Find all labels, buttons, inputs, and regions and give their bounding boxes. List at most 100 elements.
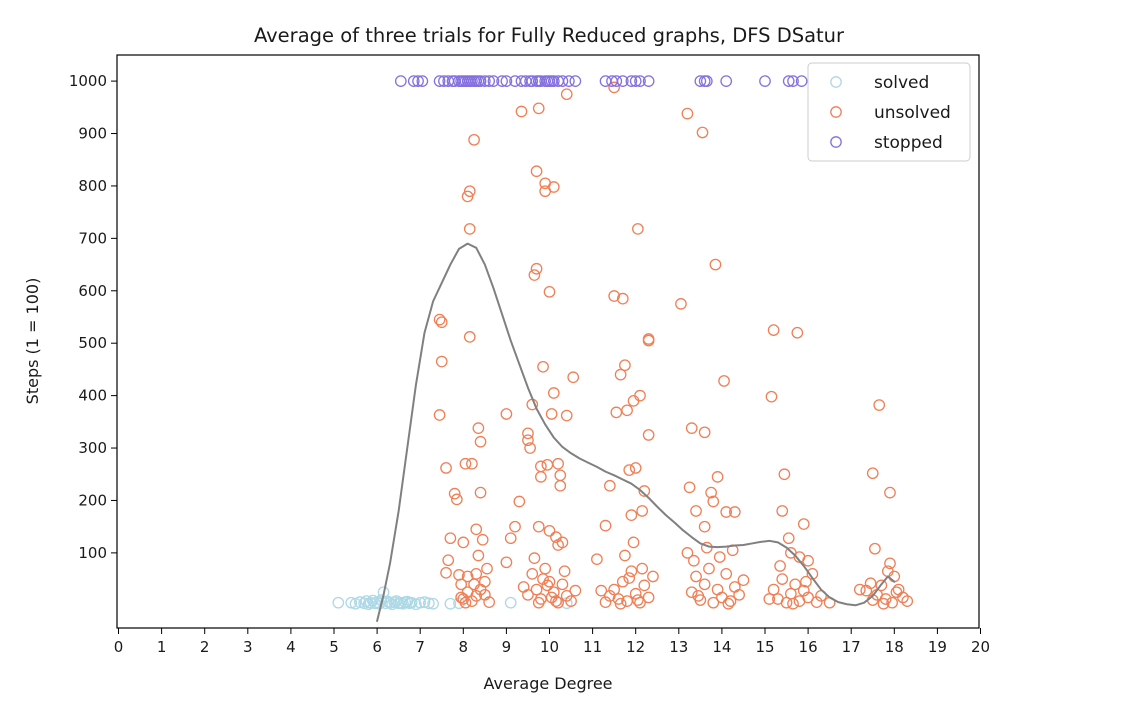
unsolved-point: [528, 269, 541, 281]
plot-area: [116, 54, 980, 629]
unsolved-point: [713, 551, 726, 563]
unsolved-point: [636, 562, 649, 575]
unsolved-point: [720, 506, 733, 518]
unsolved-point: [513, 495, 526, 508]
unsolved-point: [470, 590, 483, 602]
unsolved-point: [537, 573, 549, 585]
unsolved-point: [864, 577, 877, 590]
unsolved-point: [515, 105, 528, 118]
y-tick-label: 400: [78, 387, 107, 405]
stopped-point: [433, 75, 446, 87]
x-tick-label: 5: [329, 638, 339, 656]
unsolved-point: [599, 596, 612, 609]
unsolved-point: [603, 479, 616, 492]
unsolved-point: [688, 554, 700, 567]
stopped-point: [610, 75, 623, 87]
stopped-point: [547, 75, 560, 87]
unsolved-point: [614, 597, 627, 610]
unsolved-point: [763, 593, 776, 605]
unsolved-point: [478, 575, 491, 588]
unsolved-point: [873, 399, 886, 411]
solved-point: [332, 596, 345, 609]
unsolved-point: [853, 583, 866, 596]
unsolved-point: [435, 355, 448, 368]
unsolved-point: [642, 429, 655, 441]
stopped-point: [759, 75, 771, 87]
unsolved-point: [681, 547, 694, 559]
unsolved-point: [532, 596, 545, 609]
unsolved-point: [509, 520, 521, 533]
legend-marker-stopped: [830, 136, 842, 148]
unsolved-point: [884, 486, 896, 499]
solved-point: [504, 596, 517, 609]
stopped-point: [616, 75, 629, 87]
unsolved-point: [450, 493, 463, 506]
unsolved-point: [608, 290, 621, 302]
x-tick-label: 7: [415, 638, 425, 656]
unsolved-point: [532, 520, 545, 533]
unsolved-point: [537, 360, 549, 373]
unsolved-point: [703, 562, 715, 575]
x-tick-label: 9: [502, 638, 512, 656]
x-tick-label: 4: [286, 638, 296, 656]
y-tick-label: 1000: [69, 72, 107, 90]
unsolved-point: [522, 427, 534, 440]
solved-point: [401, 595, 414, 608]
unsolved-point: [707, 596, 720, 609]
stopped-point: [394, 75, 407, 87]
unsolved-point: [532, 102, 545, 115]
unsolved-point: [629, 462, 642, 474]
unsolved-point: [869, 542, 881, 555]
unsolved-point: [632, 594, 644, 606]
unsolved-point: [778, 468, 791, 481]
y-tick-label: 100: [78, 544, 107, 562]
unsolved-point: [457, 536, 470, 549]
x-axis: 0 1 2 3 4 5 6 7 8 9 10 11 12 13 14 15 16 17 18 19 20: [114, 628, 990, 656]
unsolved-point: [642, 591, 655, 604]
unsolved-point: [634, 596, 646, 609]
unsolved-point: [461, 190, 474, 203]
unsolved-point: [767, 583, 780, 596]
solved-point: [427, 597, 439, 610]
unsolved-point: [543, 285, 556, 298]
unsolved-point: [625, 509, 638, 521]
x-tick-label: 20: [971, 638, 990, 656]
unsolved-point: [638, 579, 651, 592]
unsolved-point: [619, 359, 631, 372]
unsolved-point: [675, 298, 687, 310]
x-tick-label: 1: [157, 638, 167, 656]
unsolved-point: [478, 588, 491, 601]
unsolved-point: [463, 223, 476, 235]
unsolved-point: [647, 570, 659, 583]
unsolved-point: [690, 570, 702, 583]
unsolved-point: [636, 505, 649, 517]
stopped-point: [629, 75, 642, 87]
unsolved-point: [774, 560, 786, 572]
unsolved-point: [610, 406, 623, 419]
unsolved-point: [901, 595, 914, 607]
unsolved-point: [614, 368, 627, 381]
unsolved-point: [556, 578, 569, 591]
unsolved-point: [463, 185, 476, 198]
unsolved-point: [567, 371, 580, 384]
legend-label-solved: solved: [874, 73, 929, 93]
stopped-point: [795, 75, 808, 87]
unsolved-point: [547, 387, 560, 399]
x-tick-label: 15: [755, 638, 774, 656]
unsolved-point: [698, 578, 711, 591]
unsolved-point: [711, 471, 724, 483]
unsolved-point: [800, 575, 812, 588]
stopped-point: [625, 75, 638, 87]
unsolved-point: [685, 422, 698, 434]
unsolved-point: [476, 533, 489, 546]
unsolved-point: [528, 552, 541, 564]
legend-label-stopped: stopped: [874, 133, 943, 153]
unsolved-point: [560, 409, 573, 422]
unsolved-point: [459, 596, 472, 609]
unsolved-point: [722, 597, 735, 610]
unsolved-point: [634, 389, 646, 402]
stopped-point: [694, 75, 707, 87]
legend: solved unsolved stopped: [807, 62, 971, 162]
unsolved-point: [884, 557, 896, 570]
unsolved-point: [440, 566, 452, 579]
